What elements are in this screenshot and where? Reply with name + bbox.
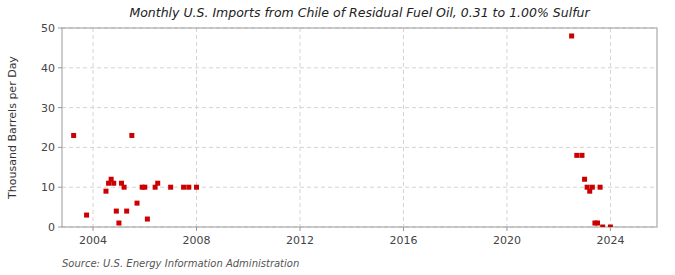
x-grid-line <box>93 28 94 227</box>
y-tick-label: 20 <box>41 141 55 154</box>
y-tick <box>58 107 62 108</box>
y-tick <box>58 67 62 68</box>
plot-frame <box>62 28 657 227</box>
chart-title: Monthly U.S. Imports from Chile of Resid… <box>129 5 590 20</box>
x-grid-line <box>300 28 301 227</box>
points <box>71 33 613 227</box>
scatter-point <box>194 185 199 190</box>
y-grid-line <box>62 147 657 148</box>
x-grid-line <box>196 28 197 227</box>
source-note: Source: U.S. Energy Information Administ… <box>62 258 299 269</box>
scatter-point <box>124 209 129 214</box>
y-tick <box>58 227 62 228</box>
y-tick-label: 0 <box>48 221 55 234</box>
scatter-point <box>579 153 584 158</box>
scatter-point <box>168 185 173 190</box>
scatter-point <box>111 181 116 186</box>
scatter-point <box>582 177 587 182</box>
scatter-point <box>114 209 119 214</box>
scatter-point <box>186 185 191 190</box>
y-tick-label: 40 <box>41 62 55 75</box>
x-tick <box>403 227 404 231</box>
scatter-point <box>103 189 108 194</box>
scatter-point <box>600 225 605 228</box>
scatter-point <box>155 181 160 186</box>
x-grid-line <box>610 28 611 227</box>
scatter-point <box>569 33 574 38</box>
scatter-point <box>595 221 600 226</box>
y-tick <box>58 187 62 188</box>
y-axis-label: Thousand Barrels per Day <box>6 56 19 200</box>
x-tick-label: 2024 <box>596 234 624 247</box>
x-tick <box>610 227 611 231</box>
y-grid-line <box>62 67 657 68</box>
scatter-point <box>181 185 186 190</box>
y-grid-line <box>62 107 657 108</box>
y-tick-label: 50 <box>41 22 55 35</box>
scatter-point <box>129 133 134 138</box>
scatter-point <box>142 185 147 190</box>
axes: 2004 2008 2012 2016 2020 2024 0 10 20 30 40 50 <box>41 22 624 247</box>
x-tick-label: 2016 <box>389 234 417 247</box>
x-tick-label: 2020 <box>493 234 521 247</box>
scatter-point <box>145 217 150 222</box>
y-tick-label: 30 <box>41 102 55 115</box>
x-tick <box>506 227 507 231</box>
x-tick-label: 2004 <box>79 234 107 247</box>
y-tick <box>58 28 62 29</box>
x-grid-line <box>403 28 404 227</box>
chart-svg: 2004 2008 2012 2016 2020 2024 0 10 20 30 40 50 Thous… <box>0 0 675 275</box>
scatter-point <box>116 221 121 226</box>
scatter-point <box>574 153 579 158</box>
grid <box>62 28 657 227</box>
y-grid-line <box>62 187 657 188</box>
x-tick <box>300 227 301 231</box>
scatter-point <box>71 133 76 138</box>
scatter-point <box>608 225 613 228</box>
x-tick <box>196 227 197 231</box>
scatter-point <box>122 185 127 190</box>
y-tick <box>58 147 62 148</box>
y-tick-label: 10 <box>41 181 55 194</box>
scatter-point <box>590 185 595 190</box>
scatter-point <box>84 213 89 218</box>
scatter-point <box>135 201 140 206</box>
x-tick <box>93 227 94 231</box>
x-tick-label: 2008 <box>183 234 211 247</box>
x-tick-label: 2012 <box>286 234 314 247</box>
x-grid-line <box>506 28 507 227</box>
chart-container: 2004 2008 2012 2016 2020 2024 0 10 20 30 40 50 Thous… <box>0 0 675 275</box>
scatter-point <box>598 185 603 190</box>
